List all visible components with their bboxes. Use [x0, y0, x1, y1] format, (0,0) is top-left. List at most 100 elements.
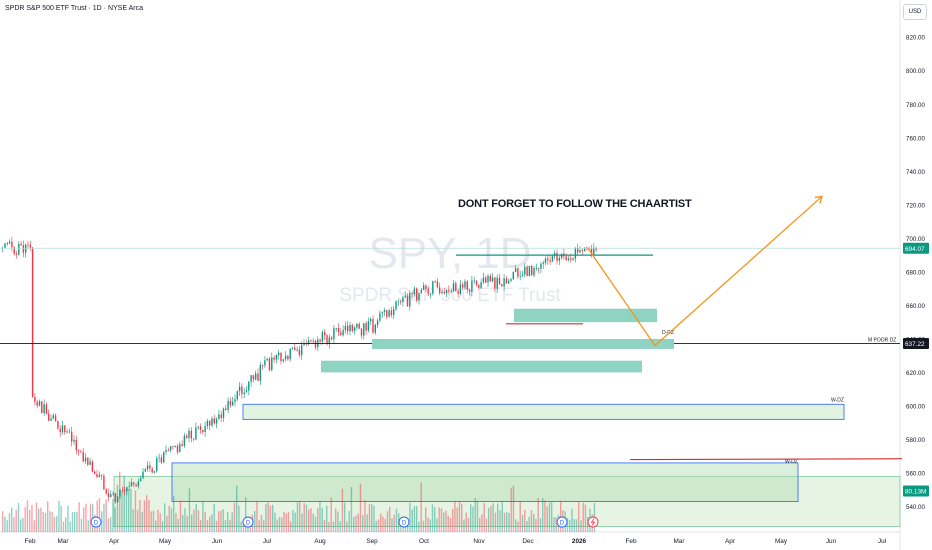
candle-body — [457, 291, 459, 294]
volume-bar — [211, 514, 213, 532]
candle-body — [301, 345, 303, 356]
time-tick-label: May — [159, 538, 172, 545]
candle-body — [77, 450, 80, 452]
volume-bar — [373, 505, 375, 532]
volume-bar — [74, 511, 76, 532]
candle-body — [337, 327, 340, 333]
candle-body — [475, 280, 478, 285]
volume-bar — [461, 503, 463, 532]
volume-bar — [425, 507, 427, 532]
candle-body — [425, 285, 427, 289]
candle-body — [542, 262, 544, 265]
volume-bar — [11, 507, 13, 532]
volume-bar — [283, 512, 285, 532]
currency-badge[interactable]: USD — [903, 4, 927, 20]
projection-path[interactable] — [587, 195, 823, 347]
price-tick-label: 780.00 — [906, 102, 925, 109]
volume-bar — [24, 507, 26, 532]
candle-body — [137, 481, 140, 487]
candle-body — [146, 465, 149, 470]
candle-body — [558, 257, 560, 261]
volume-bar — [542, 497, 544, 532]
candle-body — [15, 253, 18, 255]
daily-demand-zone-lower[interactable] — [321, 360, 642, 373]
volume-bar — [438, 507, 440, 532]
candle-body — [238, 386, 241, 392]
volume-bar — [260, 514, 263, 532]
volume-bar — [371, 504, 373, 532]
candle-body — [41, 401, 43, 414]
volume-bar — [272, 504, 274, 532]
time-tick-label: Mar — [57, 538, 69, 545]
weekly-demand-zone-lower[interactable] — [171, 462, 799, 502]
candle-body — [112, 493, 114, 495]
dividend-marker-icon[interactable] — [398, 516, 410, 528]
volume-bar — [575, 519, 578, 532]
volume-bar — [164, 503, 166, 532]
price-tick-label: 660.00 — [906, 303, 925, 310]
weekly-demand-zone-upper[interactable] — [242, 403, 845, 420]
volume-badge[interactable]: 80.13M — [905, 489, 926, 496]
level-price-badge[interactable]: 637.22 — [905, 341, 925, 348]
candle-body — [303, 343, 305, 346]
volume-bar — [452, 508, 454, 532]
volume-bar — [188, 488, 191, 532]
candle-body — [358, 323, 360, 329]
daily-demand-zone-upper[interactable] — [514, 308, 657, 323]
candle-body — [245, 390, 248, 393]
candle-body — [491, 277, 494, 282]
candle-body — [236, 391, 238, 400]
volume-bar — [220, 510, 222, 532]
candle-body — [163, 452, 165, 463]
volume-bar — [548, 502, 551, 532]
dividend-marker-icon[interactable] — [556, 516, 568, 528]
volume-bar — [213, 504, 215, 532]
volume-bar — [265, 504, 267, 532]
volume-bar — [67, 505, 69, 532]
candle-body — [123, 490, 126, 492]
time-tick-label: Nov — [473, 538, 485, 545]
candle-body — [289, 348, 291, 360]
volume-bar — [326, 505, 328, 532]
candle-body — [450, 291, 452, 293]
dividend-marker-icon[interactable] — [242, 516, 254, 528]
volume-bar — [427, 517, 429, 532]
price-tick-label: 700.00 — [906, 236, 925, 243]
volume-bar — [479, 517, 481, 532]
candle-body — [551, 256, 554, 262]
volume-bar — [440, 508, 443, 532]
volume-bar — [285, 513, 287, 532]
volume-bar — [269, 505, 272, 532]
candle-body — [441, 291, 443, 293]
volume-bar — [321, 508, 323, 532]
level-line-red[interactable] — [629, 458, 903, 461]
volume-bar — [488, 507, 490, 532]
volume-bar — [571, 508, 573, 532]
candle-body — [462, 284, 464, 288]
candle-body — [96, 473, 98, 478]
candle-body — [176, 445, 179, 453]
candle-body — [464, 281, 466, 288]
daily-demand-zone-mid[interactable] — [372, 338, 674, 349]
candle-body — [501, 284, 503, 287]
time-tick-label: Sep — [366, 538, 378, 545]
dividend-marker-icon[interactable] — [90, 516, 102, 528]
last-price-badge[interactable]: 694.07 — [905, 246, 925, 253]
candle-body — [167, 450, 169, 451]
candle-body — [593, 247, 595, 256]
volume-bar — [418, 521, 420, 532]
candle-body — [257, 373, 259, 381]
volume-bar — [218, 511, 220, 532]
volume-bar — [301, 513, 303, 532]
volume-bar — [508, 512, 510, 532]
symbol-title[interactable]: SPDR S&P 500 ETF Trust · 1D · NYSE Arca — [5, 5, 143, 12]
candle-body — [190, 430, 192, 439]
volume-bar — [87, 520, 89, 532]
volume-bar — [42, 512, 44, 532]
candle-body — [130, 482, 133, 487]
volume-bar — [152, 510, 155, 532]
volume-bar — [119, 471, 121, 532]
candle-body — [326, 335, 328, 345]
